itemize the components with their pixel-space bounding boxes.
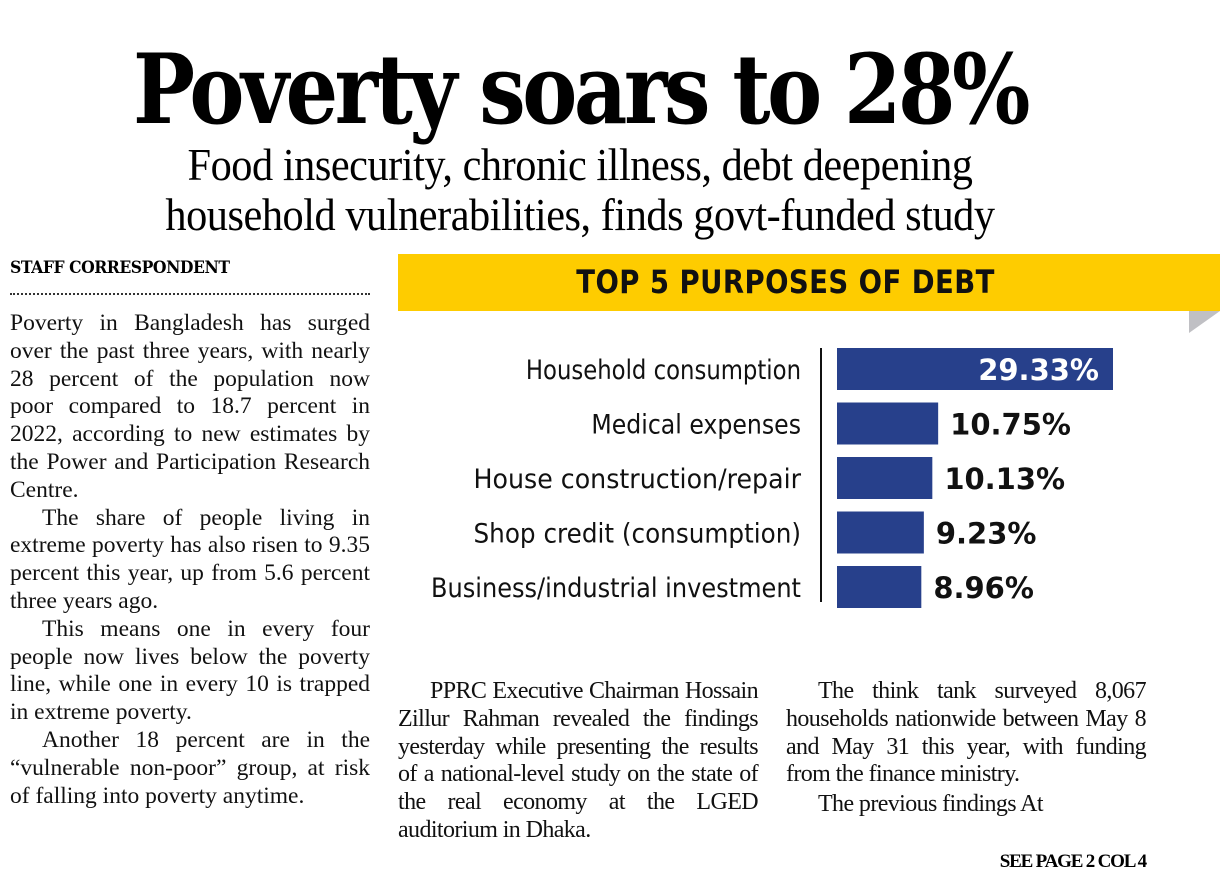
bar <box>837 566 922 608</box>
byline: STAFF CORRESPONDENT <box>10 258 230 278</box>
paragraph: The previous findings At <box>818 791 1044 818</box>
value-label: 10.75% <box>950 408 1071 442</box>
article-column-3: The think tank surveyed 8,067 households… <box>786 678 1147 819</box>
value-label: 8.96% <box>933 571 1034 605</box>
value-label: 9.23% <box>936 517 1037 551</box>
category-label: Medical expenses <box>591 410 801 441</box>
category-label: Business/industrial investment <box>431 573 801 604</box>
article-column-2: PPRC Executive Chairman Hossain Zillur R… <box>398 678 759 845</box>
byline-divider <box>10 293 370 295</box>
subheadline-line: household vulnerabilities, finds govt-fu… <box>165 189 995 240</box>
paragraph: PPRC Executive Chairman Hossain Zillur R… <box>398 678 759 843</box>
subheadline-line: Food insecurity, chronic illness, debt d… <box>187 139 973 190</box>
category-label: Household consumption <box>526 355 801 386</box>
jump-line[interactable]: SEE PAGE 2 COL 4 <box>999 851 1147 872</box>
bar <box>837 511 924 554</box>
paragraph: The think tank surveyed 8,067 households… <box>786 678 1147 788</box>
value-label: 29.33% <box>978 353 1099 387</box>
paragraph: The share of people living in extreme po… <box>10 504 370 614</box>
paragraph: Another 18 percent are in the “vulnerabl… <box>10 726 370 809</box>
bar <box>837 348 1113 390</box>
value-label: 10.13% <box>944 462 1065 496</box>
bar <box>837 402 939 445</box>
bars-group: Household consumption 29.33% Medical expen… <box>431 348 1113 608</box>
headline: Poverty soars to 28% <box>132 33 1030 146</box>
paragraph: This means one in every four people now … <box>10 615 370 726</box>
bar <box>837 457 933 499</box>
subheadline: Food insecurity, chronic illness, debt d… <box>46 140 1113 240</box>
chart-title: TOP 5 PURPOSES OF DEBT <box>576 263 995 301</box>
category-label: House construction/repair <box>474 464 802 495</box>
chart-title-banner: TOP 5 PURPOSES OF DEBT <box>398 254 1220 311</box>
banner-fold-decoration <box>1189 311 1220 333</box>
debt-purposes-bar-chart: Household consumption 29.33% Medical expen… <box>431 348 1113 608</box>
article-column-1: Poverty in Bangladesh has surged over th… <box>10 310 370 810</box>
category-label: Shop credit (consumption) <box>474 519 802 550</box>
paragraph: Poverty in Bangladesh has surged over th… <box>10 310 370 503</box>
